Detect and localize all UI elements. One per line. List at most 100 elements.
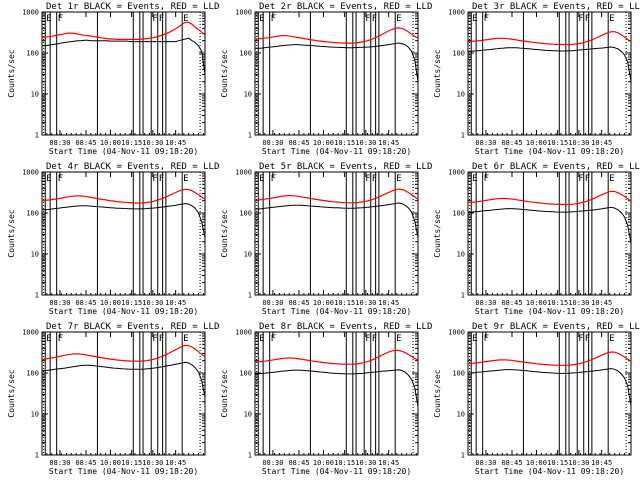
detector-panel: Det 4r BLACK = Events, RED = LLD 1 10 100 10… — [7, 162, 219, 316]
x-tick-label: 08:30 — [49, 459, 70, 467]
y-tick-label: 1000 — [22, 9, 39, 17]
y-tick-label: 100 — [452, 50, 465, 58]
flag-label: E — [472, 14, 477, 24]
y-axis-label: Counts/sec — [220, 49, 229, 97]
x-tick-label: 10:30 — [355, 459, 376, 467]
panel-title: Det 6r BLACK = Events, RED = LLD — [472, 162, 640, 172]
flag-label: F — [152, 334, 157, 344]
flag-label: F — [585, 14, 590, 24]
lld-series-line — [41, 188, 206, 204]
events-series-line — [42, 361, 206, 398]
y-tick-label: 10 — [457, 91, 465, 99]
flag-label: E — [183, 334, 188, 344]
plot-frame — [41, 11, 206, 136]
x-tick-label: 10:45 — [165, 459, 186, 467]
y-tick-label: 1 — [461, 132, 465, 140]
flag-label: F — [585, 174, 590, 184]
x-tick-label: 08:30 — [475, 459, 496, 467]
x-tick-label: 10:00 — [526, 459, 547, 467]
x-tick-label: 10:30 — [142, 459, 163, 467]
x-tick-label: 10:00 — [313, 459, 334, 467]
lld-series-line — [254, 349, 419, 365]
x-tick-label: 08:30 — [262, 299, 283, 307]
flag-label: E — [396, 174, 401, 184]
y-tick-label: 1000 — [22, 329, 39, 337]
y-tick-label: 1 — [248, 292, 252, 300]
flag-label: F — [271, 14, 276, 24]
lld-series-line — [41, 21, 206, 41]
panel-title: Det 4r BLACK = Events, RED = LLD — [46, 162, 219, 172]
x-tick-label: 10:15 — [547, 299, 568, 307]
x-tick-label: 10:30 — [568, 299, 589, 307]
y-tick-label: 100 — [239, 370, 252, 378]
x-tick-label: 10:45 — [165, 139, 186, 147]
x-tick-label: 10:00 — [100, 139, 121, 147]
flag-label: F — [159, 14, 164, 24]
panel-title: Det 8r BLACK = Events, RED = LLD — [259, 322, 432, 332]
plot-frame — [254, 11, 419, 136]
flag-label: F — [58, 174, 63, 184]
flag-label: F — [372, 14, 377, 24]
flag-label: F — [372, 334, 377, 344]
plot-frame — [41, 331, 206, 456]
flag-label: E — [609, 174, 614, 184]
detector-panel: Det 1r BLACK = Events, RED = LLD 1 10 100 10… — [7, 2, 219, 156]
y-axis-label: Counts/sec — [433, 209, 442, 257]
y-tick-label: 100 — [452, 210, 465, 218]
flag-label: F — [152, 14, 157, 24]
panel-title: Det 9r BLACK = Events, RED = LLD — [472, 322, 640, 332]
x-tick-label: 08:45 — [75, 299, 96, 307]
flag-label: E — [46, 14, 51, 24]
flag-label: E — [46, 174, 51, 184]
x-tick-label: 10:30 — [355, 139, 376, 147]
x-tick-label: 10:45 — [378, 299, 399, 307]
y-tick-label: 10 — [244, 251, 252, 259]
x-tick-label: 08:45 — [75, 459, 96, 467]
flag-label: F — [578, 334, 583, 344]
flag-label: F — [578, 14, 583, 24]
detector-panel: Det 6r BLACK = Events, RED = LLD 1 10 100 10… — [433, 162, 640, 316]
y-tick-label: 100 — [452, 370, 465, 378]
y-tick-label: 1 — [461, 292, 465, 300]
flag-label: F — [484, 334, 489, 344]
flag-label: F — [152, 174, 157, 184]
x-tick-label: 10:00 — [313, 139, 334, 147]
flag-label: F — [365, 14, 370, 24]
x-tick-label: 08:45 — [288, 139, 309, 147]
x-tick-label: 10:15 — [334, 299, 355, 307]
plot-frame — [467, 171, 632, 296]
x-tick-label: 08:30 — [49, 299, 70, 307]
y-tick-label: 1000 — [235, 169, 252, 177]
events-series-line — [255, 42, 419, 82]
y-tick-label: 1000 — [22, 169, 39, 177]
x-tick-label: 10:15 — [334, 139, 355, 147]
flag-label: E — [396, 14, 401, 24]
flag-label: F — [58, 334, 63, 344]
y-tick-label: 1000 — [235, 329, 252, 337]
y-tick-label: 1 — [461, 452, 465, 460]
x-axis-label: Start Time (04-Nov-11 09:18:20) — [475, 147, 624, 156]
events-series-line — [468, 206, 632, 244]
x-tick-label: 10:45 — [591, 459, 612, 467]
flag-label: F — [159, 174, 164, 184]
x-tick-label: 10:30 — [568, 459, 589, 467]
flag-label: F — [484, 14, 489, 24]
y-tick-label: 1 — [35, 292, 39, 300]
flag-label: F — [585, 334, 590, 344]
x-axis-label: Start Time (04-Nov-11 09:18:20) — [262, 147, 411, 156]
y-tick-label: 1 — [248, 132, 252, 140]
events-series-line — [468, 46, 632, 82]
y-tick-label: 1000 — [448, 169, 465, 177]
flag-label: F — [365, 174, 370, 184]
plot-frame — [467, 331, 632, 456]
x-tick-label: 10:15 — [121, 139, 142, 147]
y-axis-label: Counts/sec — [220, 209, 229, 257]
y-tick-label: 10 — [457, 251, 465, 259]
plot-frame — [41, 171, 206, 296]
flag-label: E — [609, 334, 614, 344]
y-tick-label: 100 — [26, 210, 39, 218]
detector-panel: Det 5r BLACK = Events, RED = LLD 1 10 100 10… — [220, 162, 432, 316]
flag-label: E — [472, 174, 477, 184]
detector-panel: Det 7r BLACK = Events, RED = LLD 1 10 100 10… — [7, 322, 219, 476]
